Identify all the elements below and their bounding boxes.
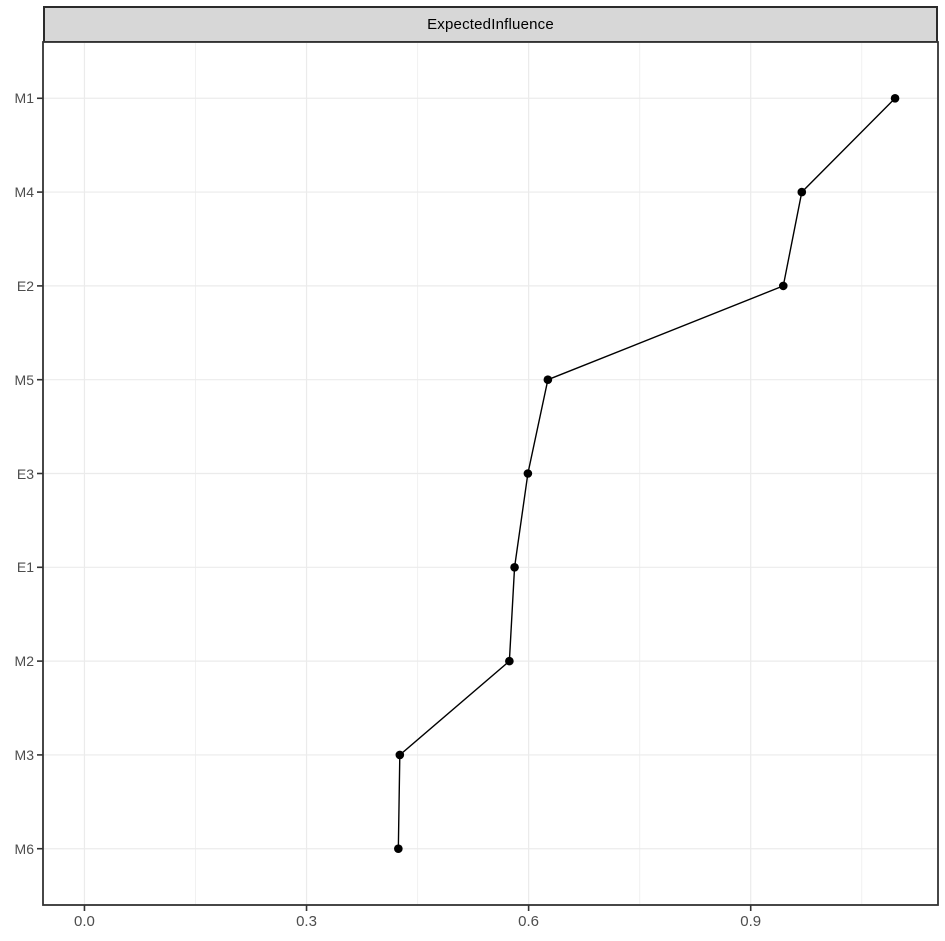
data-point-m4: [797, 187, 807, 197]
x-tick-label-0.3: 0.3: [296, 913, 317, 930]
x-tick-label-0.0: 0.0: [74, 913, 95, 930]
data-point-m6: [394, 844, 403, 854]
chart-title: ExpectedInfluence: [427, 16, 554, 33]
data-point-m3: [395, 750, 405, 760]
y-tick-label-m6: M6: [14, 840, 34, 857]
y-tick-label-e2: E2: [16, 277, 34, 294]
data-point-e3: [523, 469, 533, 478]
y-tick-label-e3: E3: [16, 465, 34, 482]
y-tick-label-m5: M5: [14, 371, 34, 388]
data-point-e1: [510, 563, 519, 572]
y-tick-label-m2: M2: [14, 653, 34, 670]
data-point-m2: [505, 656, 514, 666]
y-tick-label-m3: M3: [14, 746, 34, 763]
data-point-e2: [778, 281, 788, 291]
data-point-m5: [543, 375, 553, 384]
facet-strip: ExpectedInfluence: [43, 6, 938, 43]
y-tick-label-m1: M1: [14, 90, 34, 107]
x-tick-label-0.6: 0.6: [518, 913, 540, 930]
x-tick-label-0.9: 0.9: [740, 913, 762, 930]
y-tick-label-m4: M4: [14, 184, 34, 201]
data-point-m1: [890, 93, 900, 103]
y-tick-label-e1: E1: [16, 559, 34, 576]
